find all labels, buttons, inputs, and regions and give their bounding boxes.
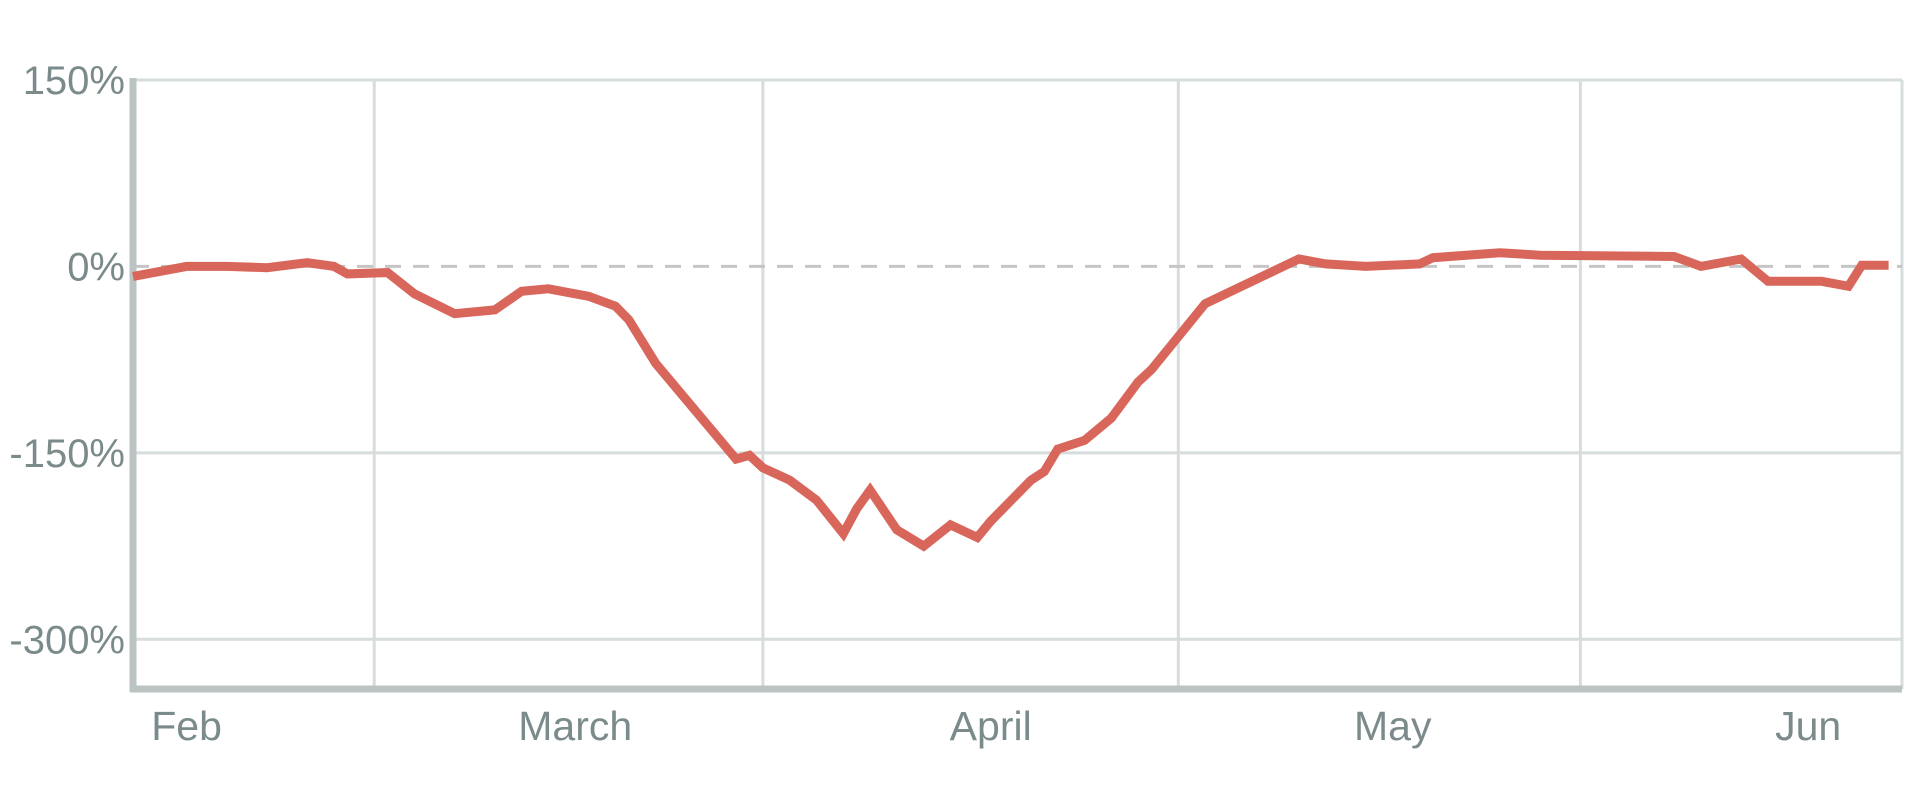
series-layer: [132, 248, 1889, 552]
x-tick-label: May: [1354, 703, 1432, 749]
y-tick-label: 150%: [23, 59, 125, 103]
y-tick-labels: 150% 0% -150% -300%: [9, 59, 125, 662]
y-tick-label: 0%: [67, 245, 125, 289]
axis-layer: [129, 78, 1902, 693]
x-tick-labels: Feb March April May Jun: [151, 703, 1841, 749]
x-tick-label: April: [950, 703, 1032, 749]
y-tick-label: -150%: [9, 432, 125, 476]
y-tick-label: -300%: [9, 618, 125, 662]
x-tick-label: March: [518, 703, 632, 749]
x-tick-label: Jun: [1775, 703, 1841, 749]
grid-layer: [133, 78, 1904, 689]
series-line: [132, 248, 1889, 552]
x-tick-label: Feb: [151, 703, 222, 749]
